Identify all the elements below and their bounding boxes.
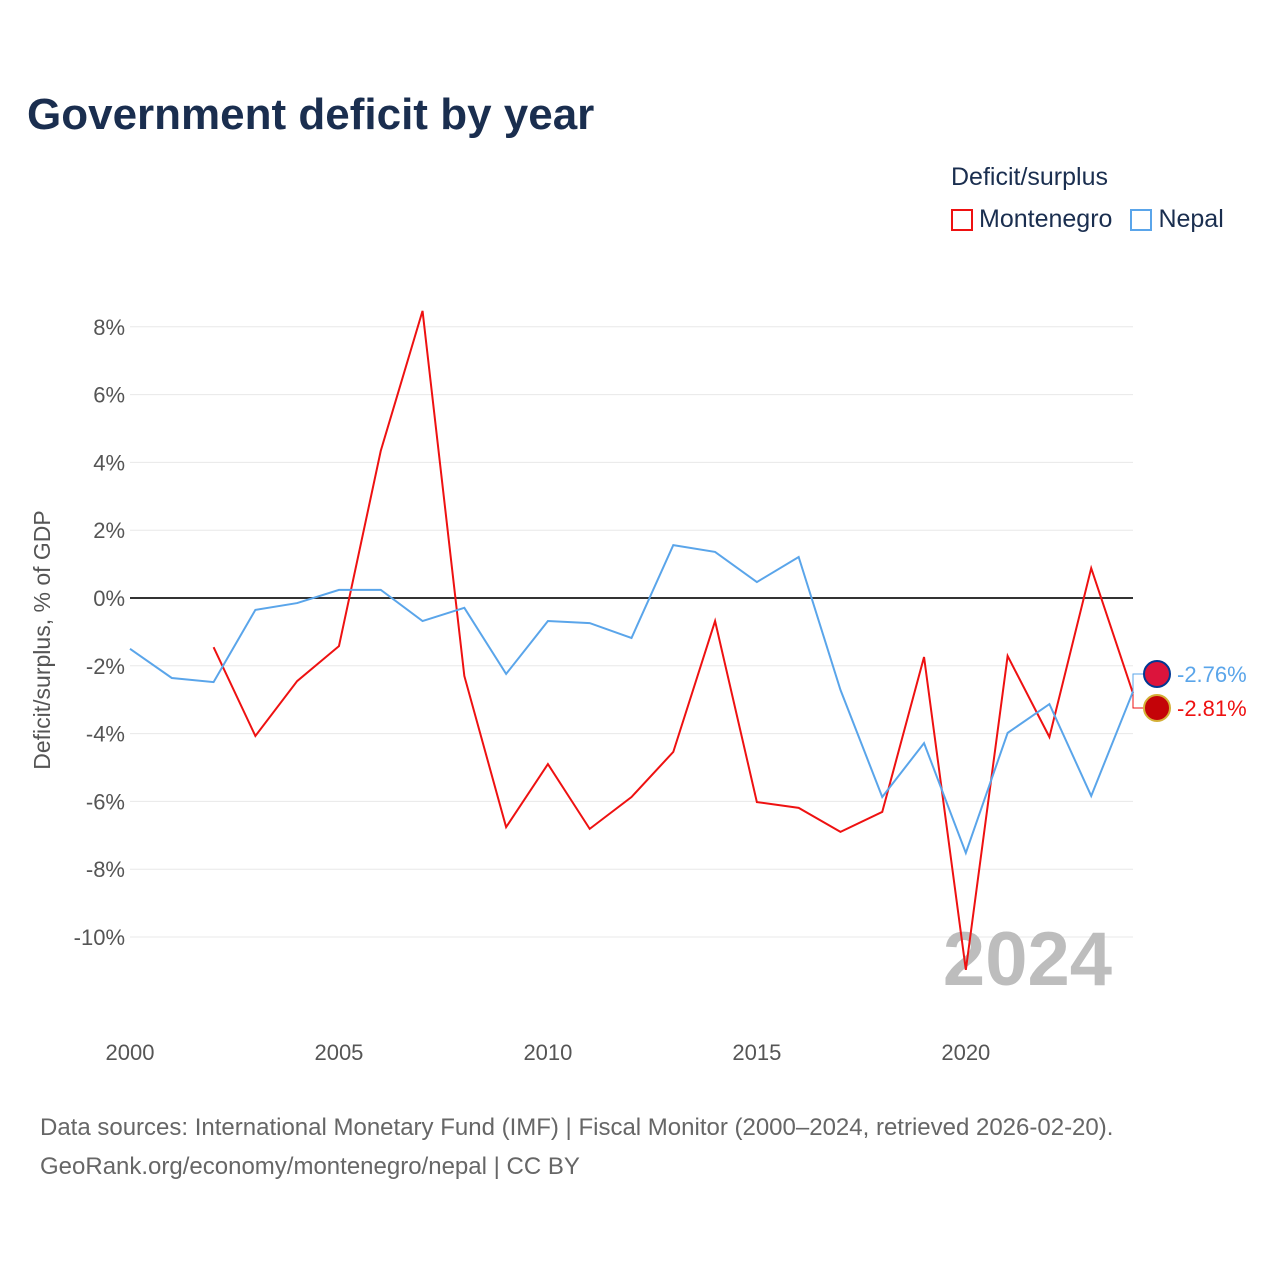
- end-connector: [1132, 693, 1143, 709]
- y-tick-label: -6%: [86, 789, 125, 814]
- flag-icon-montenegro: [1143, 694, 1171, 722]
- legend-label-nepal: Nepal: [1158, 205, 1224, 233]
- x-tick-label: 2005: [314, 1040, 363, 1065]
- year-watermark: 2024: [943, 917, 1112, 1002]
- y-tick-label: -8%: [86, 857, 125, 882]
- end-value-label: -2.76%: [1177, 662, 1247, 687]
- x-tick-label: 2015: [732, 1040, 781, 1065]
- y-axis-label: Deficit/surplus, % of GDP: [29, 510, 55, 769]
- x-tick-label: 2000: [106, 1040, 155, 1065]
- y-tick-label: -10%: [74, 925, 125, 950]
- x-tick-label: 2010: [523, 1040, 572, 1065]
- source-line-2: GeoRank.org/economy/montenegro/nepal | C…: [40, 1153, 580, 1180]
- end-value-label: -2.81%: [1177, 696, 1247, 721]
- y-tick-label: -2%: [86, 654, 125, 679]
- legend-swatch-montenegro: [951, 208, 973, 231]
- y-tick-label: 2%: [93, 518, 125, 543]
- series-line-nepal: [129, 544, 1134, 856]
- x-tick-label: 2020: [941, 1040, 990, 1065]
- legend-item-nepal[interactable]: Nepal: [1130, 205, 1224, 234]
- legend-swatch-nepal: [1130, 208, 1153, 231]
- y-tick-label: 6%: [93, 383, 125, 408]
- legend-label-montenegro: Montenegro: [979, 205, 1113, 233]
- y-tick-label: 4%: [93, 450, 125, 475]
- legend-title: Deficit/surplus: [951, 163, 1108, 191]
- y-tick-label: 0%: [93, 586, 125, 611]
- flag-icon-nepal: [1143, 660, 1171, 688]
- legend-item-montenegro[interactable]: Montenegro: [951, 205, 1112, 234]
- y-tick-label: -4%: [86, 722, 125, 747]
- legend: Montenegro Nepal: [951, 205, 1224, 234]
- end-connector: [1132, 673, 1143, 692]
- source-line-1: Data sources: International Monetary Fun…: [40, 1114, 1114, 1141]
- y-tick-label: 8%: [93, 315, 125, 340]
- source-note: Data sources: International Monetary Fun…: [40, 1108, 1113, 1186]
- series-line-montenegro: [212, 310, 1134, 971]
- chart-title: Government deficit by year: [27, 90, 595, 139]
